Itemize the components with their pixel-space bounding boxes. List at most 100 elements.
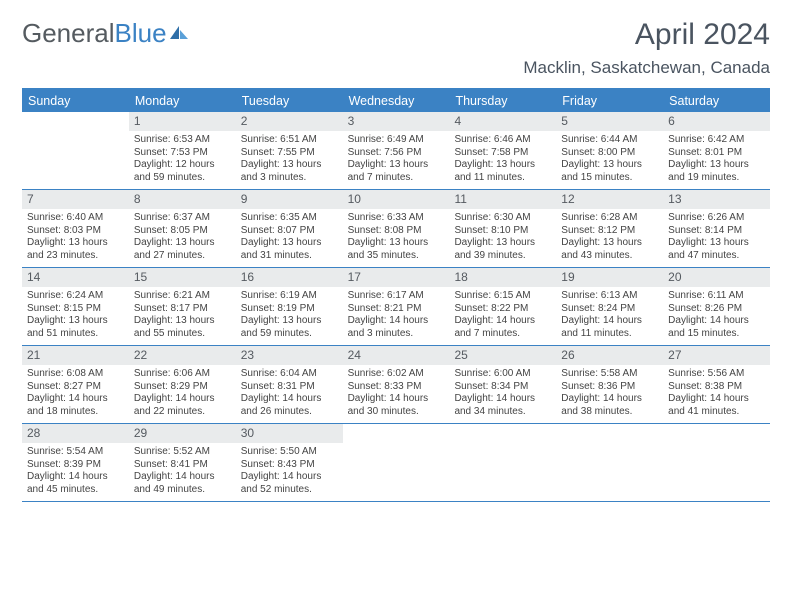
day-number: 28	[22, 424, 129, 443]
day-number: 21	[22, 346, 129, 365]
day-daylight2: and 3 minutes.	[241, 172, 338, 185]
day-sunset: Sunset: 8:31 PM	[241, 381, 338, 394]
day-daylight2: and 45 minutes.	[27, 484, 124, 497]
day-sunset: Sunset: 8:14 PM	[668, 225, 765, 238]
day-cell	[663, 424, 770, 501]
day-sunrise: Sunrise: 6:02 AM	[348, 368, 445, 381]
day-body: Sunrise: 6:08 AMSunset: 8:27 PMDaylight:…	[22, 365, 129, 423]
day-daylight2: and 3 minutes.	[348, 328, 445, 341]
day-number	[663, 424, 770, 443]
day-sunset: Sunset: 8:15 PM	[27, 303, 124, 316]
day-number	[22, 112, 129, 131]
day-daylight2: and 49 minutes.	[134, 484, 231, 497]
day-cell: 5Sunrise: 6:44 AMSunset: 8:00 PMDaylight…	[556, 112, 663, 189]
day-cell: 15Sunrise: 6:21 AMSunset: 8:17 PMDayligh…	[129, 268, 236, 345]
day-daylight1: Daylight: 13 hours	[454, 159, 551, 172]
day-daylight1: Daylight: 12 hours	[134, 159, 231, 172]
day-daylight1: Daylight: 14 hours	[348, 393, 445, 406]
day-sunrise: Sunrise: 6:21 AM	[134, 290, 231, 303]
day-body: Sunrise: 6:37 AMSunset: 8:05 PMDaylight:…	[129, 209, 236, 267]
day-daylight2: and 15 minutes.	[561, 172, 658, 185]
day-daylight1: Daylight: 14 hours	[348, 315, 445, 328]
day-sunrise: Sunrise: 6:17 AM	[348, 290, 445, 303]
day-cell: 1Sunrise: 6:53 AMSunset: 7:53 PMDaylight…	[129, 112, 236, 189]
day-sunrise: Sunrise: 6:15 AM	[454, 290, 551, 303]
day-cell: 21Sunrise: 6:08 AMSunset: 8:27 PMDayligh…	[22, 346, 129, 423]
day-daylight1: Daylight: 13 hours	[27, 237, 124, 250]
day-daylight2: and 59 minutes.	[134, 172, 231, 185]
weeks-container: 1Sunrise: 6:53 AMSunset: 7:53 PMDaylight…	[22, 112, 770, 502]
day-sunrise: Sunrise: 6:40 AM	[27, 212, 124, 225]
day-sunrise: Sunrise: 6:08 AM	[27, 368, 124, 381]
day-sunset: Sunset: 8:00 PM	[561, 147, 658, 160]
day-sunset: Sunset: 8:19 PM	[241, 303, 338, 316]
day-daylight1: Daylight: 13 hours	[241, 315, 338, 328]
day-daylight1: Daylight: 14 hours	[668, 393, 765, 406]
day-daylight2: and 15 minutes.	[668, 328, 765, 341]
day-sunset: Sunset: 7:53 PM	[134, 147, 231, 160]
day-cell: 18Sunrise: 6:15 AMSunset: 8:22 PMDayligh…	[449, 268, 556, 345]
week-row: 28Sunrise: 5:54 AMSunset: 8:39 PMDayligh…	[22, 424, 770, 502]
day-number: 25	[449, 346, 556, 365]
day-sunrise: Sunrise: 6:28 AM	[561, 212, 658, 225]
day-number	[449, 424, 556, 443]
week-row: 14Sunrise: 6:24 AMSunset: 8:15 PMDayligh…	[22, 268, 770, 346]
day-daylight1: Daylight: 13 hours	[668, 237, 765, 250]
day-body: Sunrise: 6:06 AMSunset: 8:29 PMDaylight:…	[129, 365, 236, 423]
day-number: 19	[556, 268, 663, 287]
day-cell: 29Sunrise: 5:52 AMSunset: 8:41 PMDayligh…	[129, 424, 236, 501]
day-sunset: Sunset: 8:21 PM	[348, 303, 445, 316]
weekday-header-row: SundayMondayTuesdayWednesdayThursdayFrid…	[22, 90, 770, 112]
day-number: 12	[556, 190, 663, 209]
day-cell: 13Sunrise: 6:26 AMSunset: 8:14 PMDayligh…	[663, 190, 770, 267]
weekday-header: Tuesday	[236, 90, 343, 112]
day-daylight1: Daylight: 13 hours	[668, 159, 765, 172]
day-number: 27	[663, 346, 770, 365]
day-cell: 16Sunrise: 6:19 AMSunset: 8:19 PMDayligh…	[236, 268, 343, 345]
day-sunset: Sunset: 8:10 PM	[454, 225, 551, 238]
header: GeneralBlue April 2024 Macklin, Saskatch…	[22, 18, 770, 78]
day-number	[343, 424, 450, 443]
day-cell: 7Sunrise: 6:40 AMSunset: 8:03 PMDaylight…	[22, 190, 129, 267]
day-daylight1: Daylight: 14 hours	[134, 393, 231, 406]
day-body: Sunrise: 5:56 AMSunset: 8:38 PMDaylight:…	[663, 365, 770, 423]
weekday-header: Friday	[556, 90, 663, 112]
day-daylight1: Daylight: 13 hours	[134, 237, 231, 250]
day-daylight1: Daylight: 14 hours	[27, 393, 124, 406]
day-sunset: Sunset: 8:38 PM	[668, 381, 765, 394]
day-sunset: Sunset: 8:08 PM	[348, 225, 445, 238]
day-sunrise: Sunrise: 6:35 AM	[241, 212, 338, 225]
day-cell	[556, 424, 663, 501]
day-number: 7	[22, 190, 129, 209]
day-body: Sunrise: 6:53 AMSunset: 7:53 PMDaylight:…	[129, 131, 236, 189]
day-daylight1: Daylight: 14 hours	[241, 471, 338, 484]
day-cell: 4Sunrise: 6:46 AMSunset: 7:58 PMDaylight…	[449, 112, 556, 189]
day-daylight2: and 51 minutes.	[27, 328, 124, 341]
day-body: Sunrise: 6:15 AMSunset: 8:22 PMDaylight:…	[449, 287, 556, 345]
day-cell: 3Sunrise: 6:49 AMSunset: 7:56 PMDaylight…	[343, 112, 450, 189]
day-sunset: Sunset: 8:34 PM	[454, 381, 551, 394]
day-sunrise: Sunrise: 5:54 AM	[27, 446, 124, 459]
day-daylight1: Daylight: 14 hours	[134, 471, 231, 484]
day-sunset: Sunset: 8:07 PM	[241, 225, 338, 238]
day-body: Sunrise: 6:46 AMSunset: 7:58 PMDaylight:…	[449, 131, 556, 189]
day-cell: 14Sunrise: 6:24 AMSunset: 8:15 PMDayligh…	[22, 268, 129, 345]
day-body: Sunrise: 6:33 AMSunset: 8:08 PMDaylight:…	[343, 209, 450, 267]
logo: GeneralBlue	[22, 18, 191, 49]
day-sunrise: Sunrise: 5:50 AM	[241, 446, 338, 459]
day-sunrise: Sunrise: 6:49 AM	[348, 134, 445, 147]
day-body: Sunrise: 6:40 AMSunset: 8:03 PMDaylight:…	[22, 209, 129, 267]
location-text: Macklin, Saskatchewan, Canada	[523, 58, 770, 78]
day-daylight1: Daylight: 14 hours	[561, 393, 658, 406]
day-number: 17	[343, 268, 450, 287]
day-cell: 11Sunrise: 6:30 AMSunset: 8:10 PMDayligh…	[449, 190, 556, 267]
title-block: April 2024 Macklin, Saskatchewan, Canada	[523, 18, 770, 78]
day-sunset: Sunset: 8:12 PM	[561, 225, 658, 238]
day-sunset: Sunset: 8:29 PM	[134, 381, 231, 394]
day-daylight1: Daylight: 14 hours	[27, 471, 124, 484]
day-daylight1: Daylight: 14 hours	[454, 315, 551, 328]
day-sunset: Sunset: 8:05 PM	[134, 225, 231, 238]
day-sunrise: Sunrise: 6:44 AM	[561, 134, 658, 147]
day-sunset: Sunset: 8:33 PM	[348, 381, 445, 394]
day-body: Sunrise: 6:44 AMSunset: 8:00 PMDaylight:…	[556, 131, 663, 189]
